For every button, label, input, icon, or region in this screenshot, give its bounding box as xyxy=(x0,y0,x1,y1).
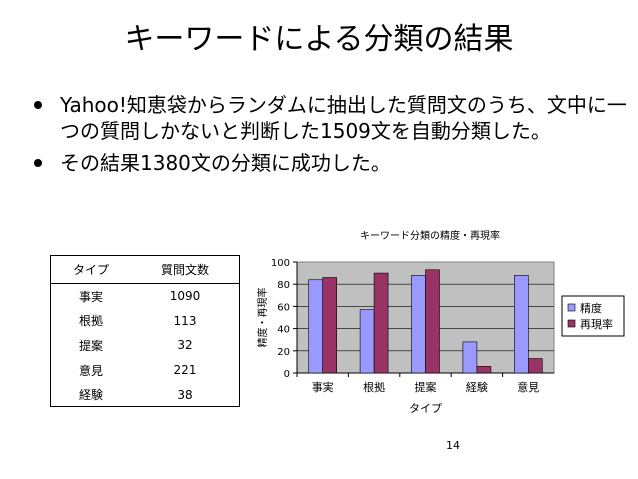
bar-precision xyxy=(308,279,323,374)
x-tick-label: 経験 xyxy=(466,380,488,394)
table-row: 根拠 113 xyxy=(51,309,239,334)
table-cell-count: 32 xyxy=(177,338,193,353)
bar-recall xyxy=(322,277,337,374)
bullet-text: Yahoo!知恵袋からランダムに抽出した質問文のうち、文中に一つの質問しかないと… xyxy=(60,93,627,143)
table-header-type: タイプ xyxy=(72,263,109,277)
bar-precision xyxy=(462,341,478,374)
bar-recall xyxy=(425,269,440,374)
legend-box xyxy=(561,295,625,337)
legend-swatch xyxy=(567,319,576,328)
legend-label: 精度 xyxy=(580,301,602,315)
table-cell-type: 意見 xyxy=(78,363,103,378)
y-tick-label: 20 xyxy=(277,347,290,358)
bar-recall xyxy=(373,272,389,374)
table-header-row: タイプ 質問文数 xyxy=(51,256,239,284)
table-cell-count: 221 xyxy=(173,363,197,378)
x-tick-label: 根拠 xyxy=(363,380,385,394)
legend-swatch xyxy=(567,303,576,312)
y-axis-label: 精度・再現率 xyxy=(256,288,269,348)
bullet-item: その結果1380文の分類に成功した。 xyxy=(30,150,630,176)
bullet-text: その結果1380文の分類に成功した。 xyxy=(60,151,391,175)
table-cell-count: 38 xyxy=(177,387,193,402)
table-row: 意見 221 xyxy=(51,358,239,383)
x-tick-label: 事実 xyxy=(312,380,334,394)
table-cell-count: 113 xyxy=(173,313,197,328)
bullet-item: Yahoo!知恵袋からランダムに抽出した質問文のうち、文中に一つの質問しかないと… xyxy=(30,92,630,144)
bar-precision xyxy=(359,309,375,374)
question-count-table: タイプ 質問文数 事実 1090 根拠 113 提案 32 意見 221 経験 … xyxy=(50,255,240,407)
x-axis-label: タイプ xyxy=(409,402,442,415)
table-row: 提案 32 xyxy=(51,333,239,358)
bullet-list: Yahoo!知恵袋からランダムに抽出した質問文のうち、文中に一つの質問しかないと… xyxy=(30,92,630,182)
table-cell-type: 経験 xyxy=(78,388,103,403)
bar-precision xyxy=(411,275,426,374)
y-tick-label: 100 xyxy=(271,258,290,269)
y-tick-label: 40 xyxy=(277,325,290,336)
page-number: 14 xyxy=(446,439,460,452)
bar-recall xyxy=(527,358,543,374)
y-tick-label: 80 xyxy=(277,280,290,291)
legend-label: 再現率 xyxy=(580,317,613,331)
bullet-dot-icon xyxy=(34,159,42,167)
table-cell-count: 1090 xyxy=(169,289,201,304)
y-tick-label: 0 xyxy=(284,369,290,380)
table-header-count: 質問文数 xyxy=(160,263,209,277)
table-cell-type: 根拠 xyxy=(78,314,103,329)
bar-recall xyxy=(476,366,492,374)
table-row: 事実 1090 xyxy=(51,284,239,309)
table-cell-type: 事実 xyxy=(78,289,103,304)
y-tick-label: 60 xyxy=(277,302,290,313)
x-tick-label: 意見 xyxy=(517,380,539,394)
slide-title: キーワードによる分類の結果 xyxy=(124,22,514,57)
bullet-dot-icon xyxy=(34,101,42,109)
bar-precision xyxy=(513,275,529,374)
chart-title: キーワード分類の精度・再現率 xyxy=(360,231,500,242)
table-row: 経験 38 xyxy=(51,382,239,407)
table-cell-type: 提案 xyxy=(78,338,103,353)
x-tick-label: 提案 xyxy=(415,380,437,394)
